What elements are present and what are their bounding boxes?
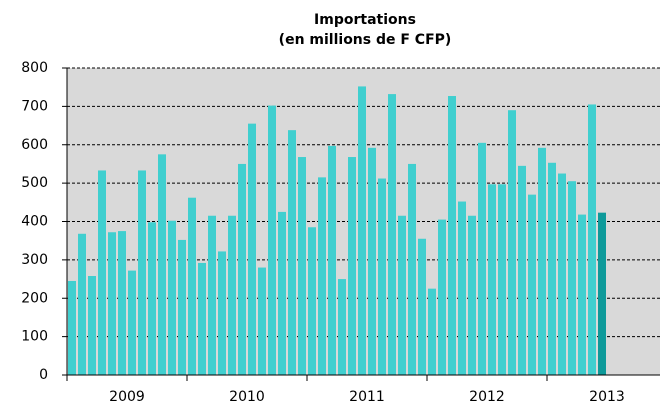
- bar: [158, 154, 166, 375]
- x-tick-label: 2011: [349, 389, 385, 405]
- chart-subtitle: (en millions de F CFP): [279, 32, 452, 48]
- bar: [218, 251, 226, 375]
- bar: [138, 170, 146, 375]
- bar: [478, 142, 486, 375]
- y-tick-label: 300: [21, 252, 48, 268]
- bar: [188, 197, 196, 375]
- bar: [588, 104, 596, 376]
- bar: [108, 232, 116, 375]
- y-tick-label: 700: [21, 98, 48, 114]
- bar: [68, 280, 76, 375]
- bar: [148, 222, 156, 375]
- bar: [128, 270, 136, 375]
- bar: [88, 275, 96, 375]
- bar: [388, 94, 396, 375]
- bar: [448, 96, 456, 376]
- y-tick-label: 0: [39, 367, 48, 383]
- bar: [268, 105, 276, 376]
- bar: [328, 145, 336, 375]
- bar: [518, 165, 526, 375]
- x-tick-label: 2013: [589, 389, 625, 405]
- bar: [358, 86, 366, 376]
- x-tick-label: 2012: [469, 389, 505, 405]
- bar: [528, 194, 536, 375]
- y-tick-label: 400: [21, 214, 48, 230]
- bar: [438, 219, 446, 375]
- bar: [228, 215, 236, 375]
- bar: [98, 170, 106, 375]
- bar: [248, 123, 256, 375]
- bar: [178, 239, 186, 375]
- bar: [338, 279, 346, 375]
- bar: [468, 215, 476, 375]
- bar: [258, 267, 266, 375]
- bar: [598, 212, 606, 375]
- bar: [408, 163, 416, 375]
- y-tick-label: 600: [21, 137, 48, 153]
- bar: [488, 184, 496, 375]
- bar: [78, 233, 86, 375]
- bar: [548, 162, 556, 375]
- y-tick-label: 500: [21, 175, 48, 191]
- x-tick-label: 2010: [229, 389, 265, 405]
- bar: [418, 238, 426, 375]
- x-tick-label: 2009: [109, 389, 145, 405]
- bar: [318, 177, 326, 375]
- chart-title: Importations: [314, 12, 416, 28]
- y-tick-label: 200: [21, 290, 48, 306]
- y-tick-label: 100: [21, 329, 48, 345]
- bar: [428, 288, 436, 375]
- bar: [238, 163, 246, 375]
- bar: [558, 173, 566, 375]
- bar: [298, 157, 306, 375]
- bar: [458, 201, 466, 375]
- bar: [498, 184, 506, 375]
- bar: [368, 147, 376, 375]
- bar: [578, 214, 586, 375]
- bar: [508, 110, 516, 376]
- bar: [568, 181, 576, 375]
- bar: [118, 231, 126, 375]
- bar: [168, 220, 176, 375]
- bar: [198, 262, 206, 375]
- bar: [278, 211, 286, 375]
- y-tick-label: 800: [21, 60, 48, 76]
- bar: [308, 227, 316, 375]
- bar: [378, 178, 386, 375]
- bar: [208, 215, 216, 375]
- bar: [288, 130, 296, 375]
- bar: [348, 157, 356, 375]
- bar: [398, 215, 406, 375]
- bar: [538, 147, 546, 375]
